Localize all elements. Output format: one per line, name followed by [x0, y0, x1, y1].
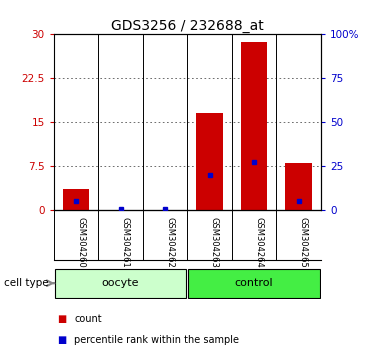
Text: GSM304262: GSM304262 — [165, 217, 174, 268]
Text: GSM304263: GSM304263 — [210, 217, 219, 268]
Text: GSM304264: GSM304264 — [254, 217, 263, 268]
Bar — [63, 189, 89, 210]
Text: oocyte: oocyte — [102, 278, 139, 287]
Bar — [285, 163, 312, 210]
Text: cell type: cell type — [4, 278, 48, 288]
Bar — [196, 113, 223, 210]
Text: GSM304261: GSM304261 — [121, 217, 129, 268]
Text: ■: ■ — [58, 314, 67, 324]
Text: GSM304260: GSM304260 — [76, 217, 85, 268]
Text: control: control — [235, 278, 273, 287]
Text: count: count — [74, 314, 102, 324]
FancyBboxPatch shape — [55, 269, 187, 297]
Text: ■: ■ — [58, 335, 67, 345]
FancyBboxPatch shape — [188, 269, 320, 297]
Text: GSM304265: GSM304265 — [299, 217, 308, 268]
Bar — [241, 42, 267, 210]
Text: percentile rank within the sample: percentile rank within the sample — [74, 335, 239, 345]
Title: GDS3256 / 232688_at: GDS3256 / 232688_at — [111, 19, 264, 33]
